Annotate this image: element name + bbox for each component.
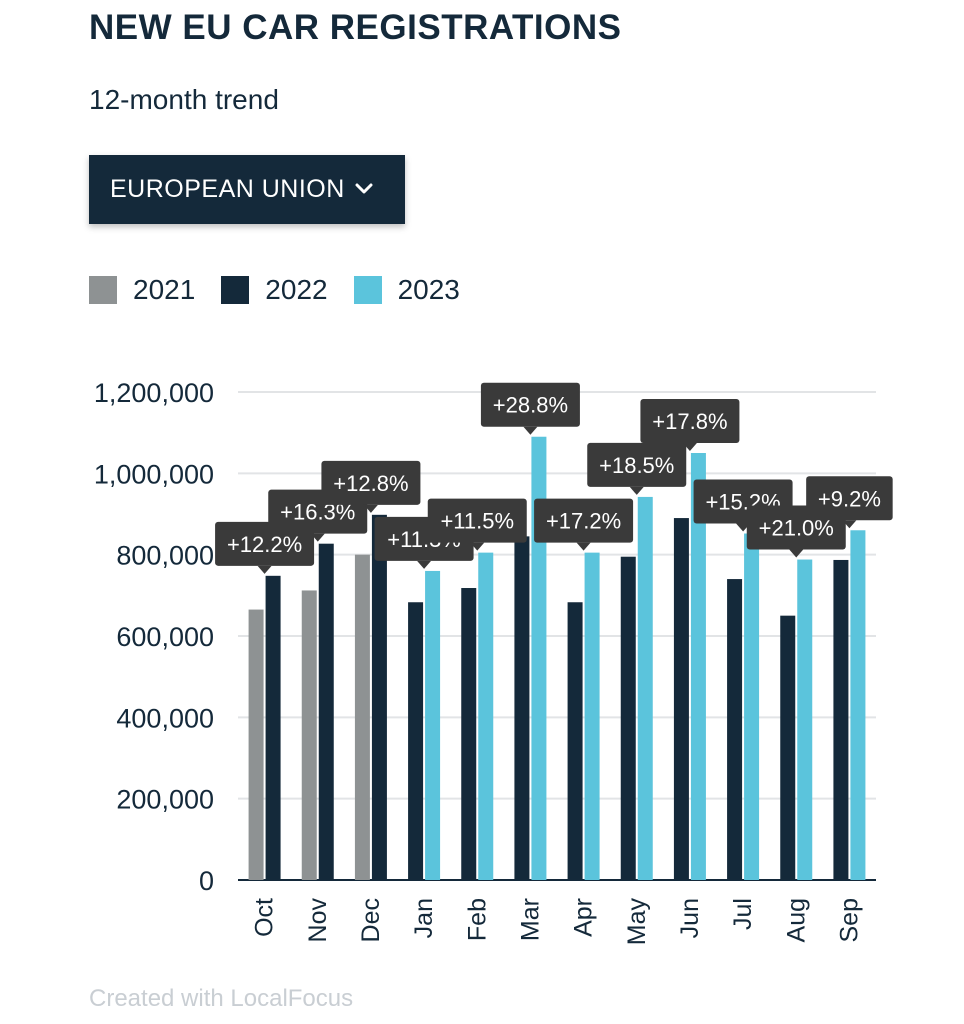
change-tooltip-label: +17.2% <box>546 509 621 534</box>
change-tooltip-box <box>321 460 421 505</box>
change-tooltip-box <box>534 498 634 543</box>
bar-2023-aug <box>797 559 813 880</box>
region-dropdown-label: EUROPEAN UNION <box>110 175 345 203</box>
x-category-label: Nov <box>304 898 332 943</box>
bar-2021-nov <box>301 590 317 880</box>
x-category-label: Sep <box>835 898 863 942</box>
x-category-label: Dec <box>357 898 385 942</box>
bar-2022-may <box>620 556 636 880</box>
change-tooltip-label: +17.8% <box>652 409 727 434</box>
legend-item-2021[interactable]: 2021 <box>89 274 195 306</box>
x-category-label: Feb <box>463 898 491 941</box>
bar-2022-dec <box>371 514 387 880</box>
x-category-label: Apr <box>570 898 598 937</box>
change-tooltip-pointer <box>629 486 644 495</box>
change-tooltip-pointer <box>257 565 272 574</box>
region-dropdown[interactable]: EUROPEAN UNION <box>89 155 405 224</box>
change-tooltip-pointer <box>470 542 485 551</box>
legend-swatch-2021 <box>89 276 117 304</box>
bar-2022-nov <box>318 543 334 880</box>
change-tooltip: +17.2% <box>534 498 634 551</box>
x-category-label: Jul <box>729 898 757 930</box>
chart-title: NEW EU CAR REGISTRATIONS <box>89 8 622 47</box>
legend-item-2023[interactable]: 2023 <box>353 274 460 306</box>
change-tooltip-label: +18.5% <box>599 453 674 478</box>
bar-2022-mar <box>514 536 530 880</box>
x-category-label: Mar <box>516 898 544 941</box>
y-tick-label: 600,000 <box>116 622 214 652</box>
change-tooltip-pointer <box>682 443 697 451</box>
bar-2022-feb <box>461 588 477 880</box>
change-tooltip-label: +12.8% <box>333 471 408 496</box>
legend-swatch-2023 <box>353 276 382 304</box>
change-tooltip-pointer <box>842 520 857 529</box>
bar-2022-sep <box>833 559 849 880</box>
bar-2022-aug <box>780 615 796 880</box>
change-tooltip-pointer <box>310 533 325 542</box>
chart-legend: 2021 2022 2023 <box>89 268 486 312</box>
legend-label-2023: 2023 <box>397 274 460 305</box>
bar-2022-jun <box>673 518 689 880</box>
bar-2023-sep <box>850 530 866 880</box>
change-tooltip-pointer <box>736 523 751 532</box>
change-tooltip-pointer <box>789 549 804 558</box>
change-tooltip-pointer <box>576 542 591 551</box>
x-category-label: Jan <box>410 898 438 938</box>
chevron-down-icon <box>355 183 373 194</box>
credit-footer: Created with LocalFocus <box>89 985 354 1012</box>
change-tooltip-box <box>587 442 687 487</box>
y-tick-label: 400,000 <box>116 703 214 733</box>
bar-2021-oct <box>248 609 264 880</box>
change-tooltip: +28.8% <box>480 382 580 435</box>
change-tooltip: +17.8% <box>640 399 740 451</box>
legend-label-2021: 2021 <box>133 274 196 305</box>
bar-2022-oct <box>265 575 281 880</box>
change-tooltip-box <box>427 498 527 543</box>
change-tooltip-label: +11.5% <box>440 509 514 534</box>
y-tick-label: 800,000 <box>116 541 214 571</box>
bar-2023-apr <box>584 552 600 880</box>
change-tooltip: +9.2% <box>806 476 893 529</box>
change-tooltip-pointer <box>417 560 432 569</box>
bar-2023-jun <box>690 453 706 880</box>
bar-2021-dec <box>354 554 370 880</box>
legend-swatch-2022 <box>221 276 250 304</box>
change-tooltip-pointer <box>363 504 378 513</box>
bar-2023-mar <box>531 436 547 880</box>
x-category-label: Jun <box>676 898 704 938</box>
bar-2022-jan <box>408 602 424 880</box>
bar-2022-jul <box>727 579 743 880</box>
bar-2023-jan <box>425 570 441 880</box>
legend-label-2022: 2022 <box>265 274 328 305</box>
bar-2023-feb <box>478 552 494 880</box>
change-tooltip: +11.5% <box>427 498 527 551</box>
change-tooltip-label: +28.8% <box>493 393 568 418</box>
x-category-label: May <box>623 898 651 946</box>
chart-subtitle: 12-month trend <box>89 84 279 115</box>
y-tick-label: 1,200,000 <box>94 378 214 408</box>
bar-2023-may <box>637 496 653 880</box>
change-tooltip: +12.8% <box>321 460 421 513</box>
change-tooltip: +18.5% <box>587 442 687 495</box>
legend-item-2022[interactable]: 2022 <box>221 274 328 306</box>
y-tick-label: 200,000 <box>116 785 214 815</box>
bar-2023-jul <box>744 533 760 880</box>
y-tick-label: 0 <box>199 866 214 896</box>
x-category-label: Oct <box>251 898 279 937</box>
change-tooltip-label: +9.2% <box>818 486 881 511</box>
change-tooltip-box <box>480 382 580 427</box>
change-tooltip-box <box>806 476 893 521</box>
y-tick-label: 1,000,000 <box>94 459 214 489</box>
change-tooltip-label: +12.2% <box>227 532 302 557</box>
bar-chart: 0 200,000 400,000 600,000 800,000 1,000,000 1,… <box>94 378 893 946</box>
change-tooltip-pointer <box>523 426 538 435</box>
x-category-label: Aug <box>782 898 810 942</box>
change-tooltip-box <box>640 399 740 443</box>
bar-2022-apr <box>567 602 583 880</box>
